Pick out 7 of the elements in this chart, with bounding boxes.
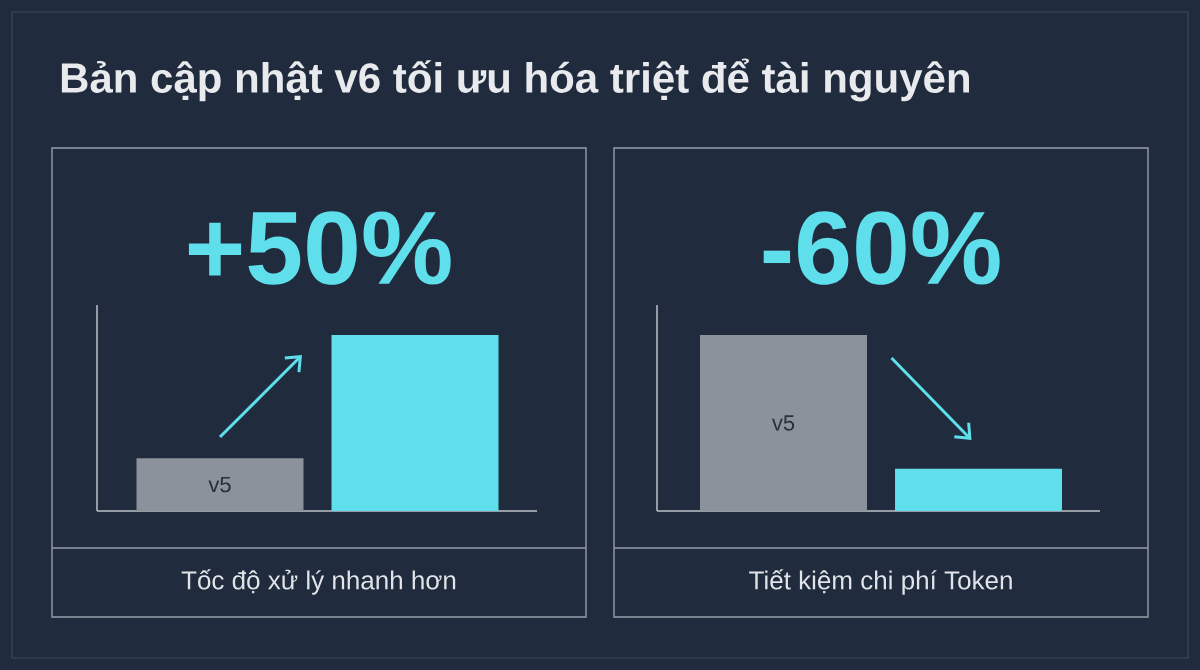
x-axis-title: Tiết kiệm chi phí Token — [749, 569, 1012, 595]
x-tick-label: v5 — [208, 476, 231, 493]
x-tick-label: v5 — [771, 415, 795, 431]
chart-title: Bản cập nhật v6 tối ưu hóa triệt để tài nguyên — [61, 58, 969, 102]
text: -60% — [763, 211, 1000, 285]
x-axis-title: Tốc độ xử lý nhanh hơn — [181, 569, 456, 595]
text: +50% — [188, 211, 451, 285]
